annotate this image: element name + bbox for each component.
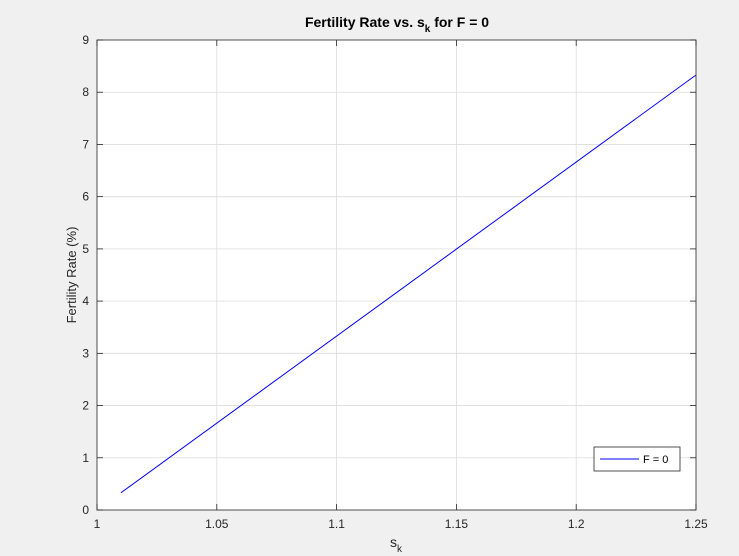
x-tick-label: 1 xyxy=(94,517,101,531)
chart-title-suffix: for F = 0 xyxy=(430,14,489,30)
chart-title: Fertility Rate vs. sk for F = 0 xyxy=(305,14,489,35)
y-tick-label: 9 xyxy=(82,33,89,47)
y-tick-label: 7 xyxy=(82,137,89,151)
y-tick-label: 0 xyxy=(82,503,89,517)
y-tick-label: 6 xyxy=(82,190,89,204)
plot-border xyxy=(96,39,697,511)
x-axis-label: sk xyxy=(390,534,403,555)
y-tick-label: 4 xyxy=(82,294,89,308)
legend-label: F = 0 xyxy=(643,454,668,466)
y-tick-label: 1 xyxy=(82,451,89,465)
x-tick-label: 1.05 xyxy=(205,517,229,531)
x-axis-label-base: s xyxy=(390,534,397,550)
legend: F = 0 xyxy=(593,446,681,472)
series-layer xyxy=(120,74,697,494)
x-tick-label: 1.15 xyxy=(445,517,469,531)
y-tick-label: 3 xyxy=(82,346,89,360)
y-axis-label: Fertility Rate (%) xyxy=(64,227,79,324)
y-tick-label: 8 xyxy=(82,85,89,99)
series-line xyxy=(120,74,697,494)
x-tick-label: 1.2 xyxy=(568,517,585,531)
plot-area xyxy=(97,40,696,510)
x-axis-label-subscript: k xyxy=(397,544,403,555)
x-tick-label: 1.25 xyxy=(684,517,708,531)
chart-title-subscript: k xyxy=(425,24,431,35)
grid xyxy=(97,40,696,510)
chart-title-prefix: Fertility Rate vs. s xyxy=(305,14,425,30)
x-tick-label: 1.1 xyxy=(328,517,345,531)
y-tick-label: 2 xyxy=(82,399,89,413)
y-tick-label: 5 xyxy=(82,242,89,256)
